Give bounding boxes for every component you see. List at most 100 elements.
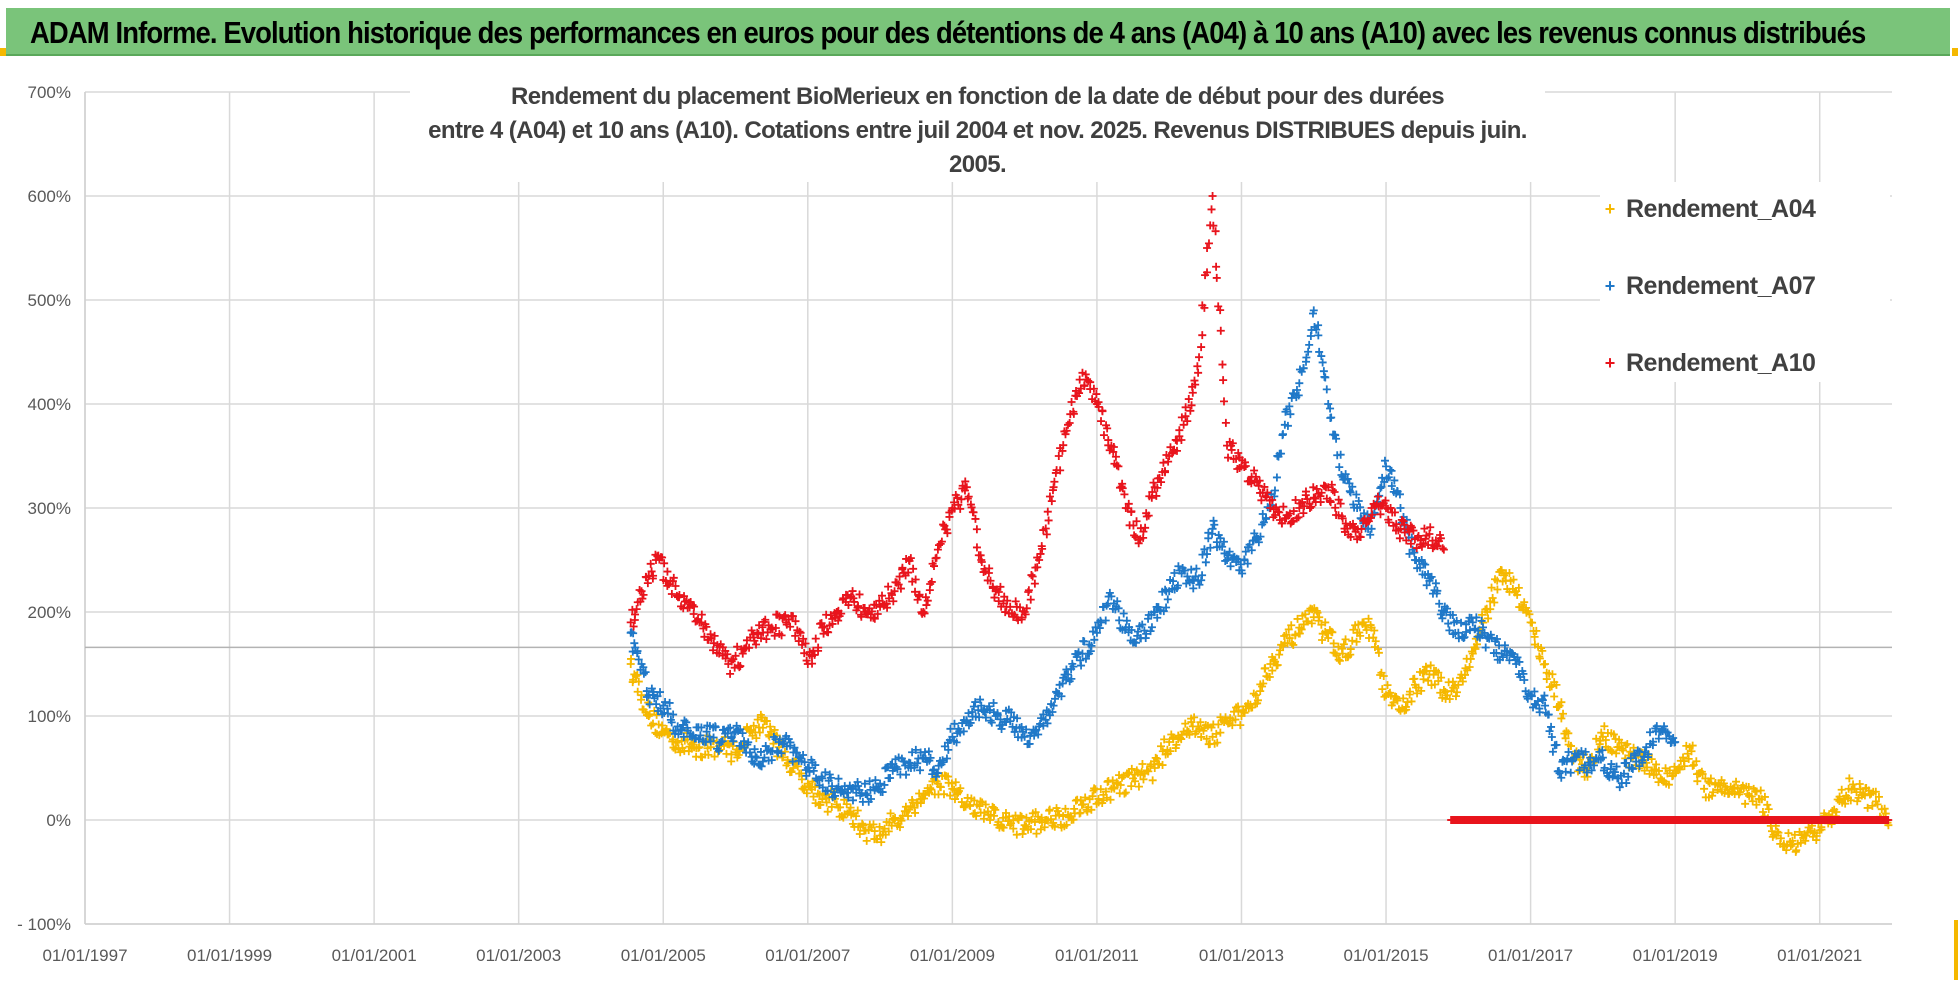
point-fill-rendement-a04	[1846, 796, 1855, 805]
point-fill-rendement-a07	[1153, 613, 1162, 622]
point-fill-rendement-a07	[1377, 482, 1386, 491]
point-fill-rendement-a10	[894, 580, 903, 589]
point-fill-rendement-a10	[939, 520, 948, 529]
point-fill-rendement-a04	[1293, 614, 1302, 623]
point-fill-rendement-a10	[1405, 527, 1414, 536]
point-fill-rendement-a10	[1349, 522, 1358, 531]
point-fill-rendement-a10	[669, 573, 678, 582]
point-fill-rendement-a07	[1097, 618, 1106, 627]
point-fill-rendement-a07	[1513, 653, 1522, 662]
point-fill-rendement-a10	[820, 622, 829, 631]
point-fill-rendement-a04	[823, 807, 832, 816]
chart-title-line2: entre 4 (A04) et 10 ans (A10). Cotations…	[428, 117, 1527, 178]
point-fill-rendement-a07	[1386, 465, 1395, 474]
point-fill-rendement-a10	[1022, 604, 1031, 613]
point-fill-rendement-a10	[1312, 484, 1321, 493]
point-fill-rendement-a04	[1661, 764, 1670, 773]
point-fill-rendement-a07	[989, 699, 998, 708]
point-fill-rendement-a07	[802, 771, 811, 780]
point-rendement-a10	[626, 618, 635, 627]
point-fill-rendement-a10	[1373, 492, 1382, 501]
x-tick-label: 01/01/2013	[1199, 946, 1284, 965]
point-fill-rendement-a07	[1390, 476, 1399, 485]
point-fill-rendement-a10	[1011, 597, 1020, 606]
point-fill-rendement-a10	[986, 576, 995, 585]
point-fill-rendement-a04	[897, 816, 906, 825]
point-fill-rendement-a04	[1380, 692, 1389, 701]
point-fill-rendement-a04	[811, 782, 820, 791]
point-fill-rendement-a07	[800, 758, 809, 767]
point-fill-rendement-a07	[1283, 421, 1292, 430]
point-fill-rendement-a04	[1530, 632, 1539, 641]
point-fill-rendement-a07	[656, 704, 665, 713]
point-fill-rendement-a10	[1279, 502, 1288, 511]
point-fill-rendement-a04	[1458, 677, 1467, 686]
point-fill-rendement-a04	[1486, 605, 1495, 614]
point-fill-rendement-a04	[1609, 730, 1618, 739]
point-fill-rendement-a04	[1364, 614, 1373, 623]
point-rendement-a07	[861, 790, 870, 798]
point-fill-rendement-a04	[1018, 829, 1027, 838]
point-fill-rendement-a04	[710, 752, 719, 761]
point-fill-rendement-a10	[1187, 401, 1196, 410]
point-fill-rendement-a07	[1422, 581, 1431, 590]
point-fill-rendement-a10	[889, 597, 898, 606]
point-fill-rendement-a10	[1203, 244, 1212, 253]
point-fill-rendement-a04	[1328, 628, 1337, 637]
point-fill-rendement-a04	[1559, 709, 1568, 718]
point-rendement-a07	[1396, 504, 1405, 512]
point-fill-rendement-a07	[697, 723, 706, 732]
point-rendement-a10	[1179, 420, 1188, 429]
point-fill-rendement-a07	[1204, 528, 1213, 537]
point-fill-rendement-a07	[639, 669, 648, 678]
point-fill-rendement-a07	[1286, 410, 1295, 419]
point-fill-rendement-a10	[932, 553, 941, 562]
point-fill-rendement-a07	[709, 733, 718, 742]
point-fill-rendement-a04	[1379, 671, 1388, 680]
point-fill-rendement-a04	[1520, 598, 1529, 607]
point-fill-rendement-a07	[1492, 648, 1501, 657]
point-fill-rendement-a07	[1327, 413, 1336, 422]
point-fill-rendement-a04	[1195, 725, 1204, 734]
point-fill-rendement-a10	[801, 639, 810, 648]
y-tick-label: 700%	[28, 83, 71, 102]
point-fill-rendement-a10	[770, 631, 779, 640]
point-fill-rendement-a04	[966, 802, 975, 811]
point-fill-rendement-a07	[682, 718, 691, 727]
point-fill-rendement-a10	[1041, 524, 1050, 533]
point-fill-rendement-a07	[888, 760, 897, 769]
point-fill-rendement-a10	[895, 572, 904, 581]
point-fill-rendement-a10	[1065, 419, 1074, 428]
point-fill-rendement-a04	[1301, 610, 1310, 619]
point-fill-rendement-a07	[1387, 482, 1396, 491]
point-fill-rendement-a07	[1305, 340, 1314, 349]
point-fill-rendement-a04	[1213, 738, 1222, 747]
point-fill-rendement-a10	[791, 617, 800, 626]
point-fill-rendement-a10	[1212, 262, 1221, 271]
point-fill-rendement-a10	[961, 477, 970, 486]
point-fill-rendement-a07	[1220, 549, 1229, 558]
point-fill-rendement-a10	[1054, 451, 1063, 460]
point-fill-rendement-a04	[1487, 583, 1496, 592]
x-tick-label: 01/01/2011	[1055, 946, 1139, 965]
point-fill-rendement-a07	[1236, 560, 1245, 569]
point-fill-rendement-a10	[884, 582, 893, 591]
point-fill-rendement-a04	[779, 753, 788, 762]
point-fill-rendement-a07	[1034, 730, 1043, 739]
point-fill-rendement-a10	[837, 609, 846, 618]
point-fill-rendement-a07	[1238, 569, 1247, 578]
point-fill-rendement-a07	[964, 709, 973, 718]
point-fill-rendement-a07	[1498, 653, 1507, 662]
point-fill-rendement-a04	[1561, 734, 1570, 743]
point-fill-rendement-a04	[822, 798, 831, 807]
point-fill-rendement-a04	[873, 835, 882, 844]
point-fill-rendement-a10	[808, 659, 817, 668]
point-fill-rendement-a04	[1297, 625, 1306, 634]
point-fill-rendement-a04	[1450, 681, 1459, 690]
point-fill-rendement-a04	[797, 775, 806, 784]
point-fill-rendement-a07	[993, 710, 1002, 719]
point-fill-rendement-a10	[1414, 531, 1423, 540]
point-fill-rendement-a04	[1755, 795, 1764, 804]
legend-marker-a04: +	[1604, 198, 1616, 219]
point-fill-rendement-a04	[1796, 838, 1805, 847]
